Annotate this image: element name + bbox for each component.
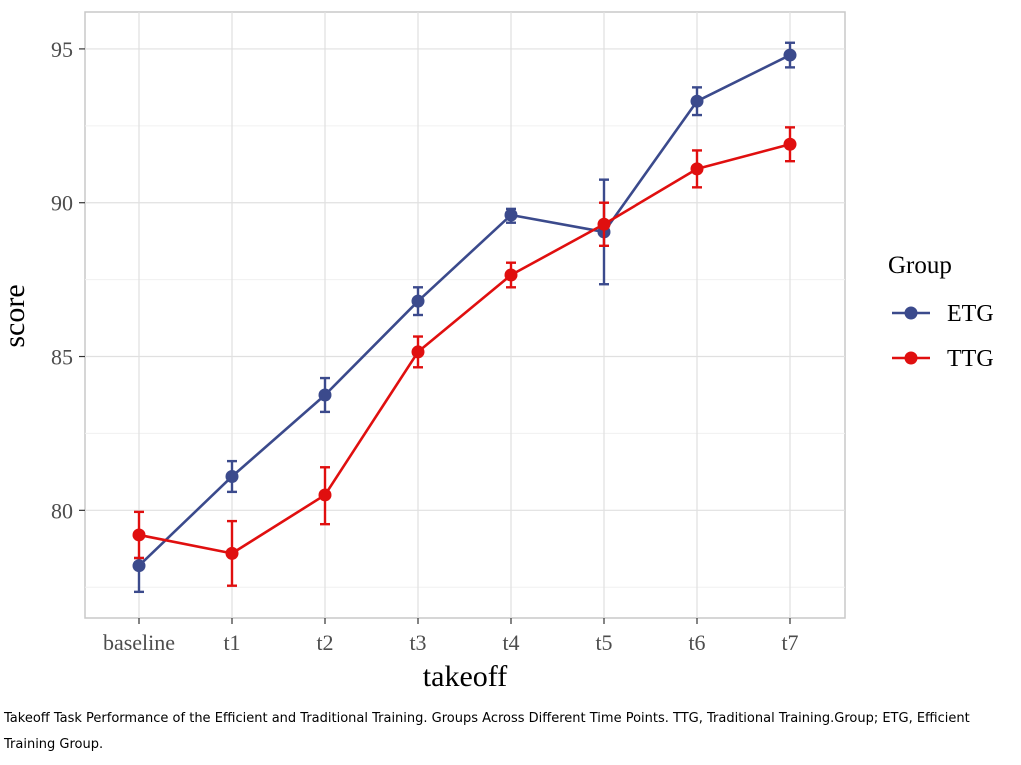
x-tick-label: t1 [223,630,240,655]
series-line [138,53,791,567]
y-tick-label: 95 [51,37,73,62]
data-point [783,137,797,151]
data-point [690,94,704,108]
data-point [690,162,704,176]
y-axis-ticks: 80 85 90 95 [51,37,85,523]
data-point [132,559,146,573]
data-point [132,528,146,542]
data-point [411,345,425,359]
data-point [597,217,611,231]
y-tick-label: 80 [51,498,73,523]
data-point [783,48,797,62]
legend: Group ETG TTG [888,252,994,372]
figure-caption: Takeoff Task Performance of the Efficien… [4,711,970,752]
data-point [318,488,332,502]
series-layer [132,41,797,594]
grid [85,12,845,618]
legend-key-point [904,306,918,320]
x-tick-label: t2 [316,630,333,655]
x-tick-label: t7 [781,630,798,655]
y-tick-label: 90 [51,191,73,216]
data-point [225,469,239,483]
data-point [504,268,518,282]
y-tick-label: 85 [51,345,73,370]
x-tick-label: baseline [103,630,175,655]
legend-title: Group [888,252,952,279]
plot-panel [84,11,846,619]
x-axis-ticks: baseline t1 t2 t3 t4 t5 t6 t7 [103,618,799,655]
series-line [138,143,791,555]
x-tick-label: t5 [595,630,612,655]
legend-label: ETG [947,301,994,327]
y-axis-title: score [0,284,31,347]
legend-key-point [904,351,918,365]
data-point [504,208,518,222]
x-tick-label: t4 [502,630,519,655]
x-tick-label: t3 [409,630,426,655]
x-tick-label: t6 [688,630,705,655]
legend-label: TTG [947,346,994,372]
data-point [411,294,425,308]
data-point [225,546,239,560]
data-point [318,388,332,402]
series-ttg [132,126,797,587]
x-axis-title: takeoff [423,660,507,693]
